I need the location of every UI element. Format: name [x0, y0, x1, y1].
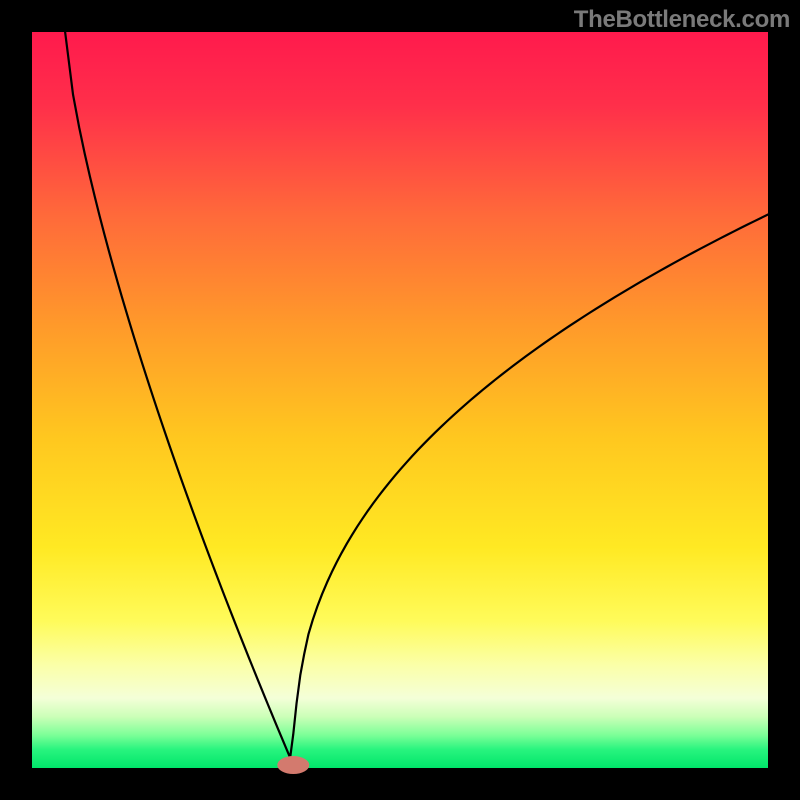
- bottleneck-chart: [0, 0, 800, 800]
- plot-background-gradient: [32, 32, 768, 768]
- cusp-marker: [277, 756, 309, 774]
- chart-container: TheBottleneck.com: [0, 0, 800, 800]
- watermark-text: TheBottleneck.com: [574, 6, 790, 34]
